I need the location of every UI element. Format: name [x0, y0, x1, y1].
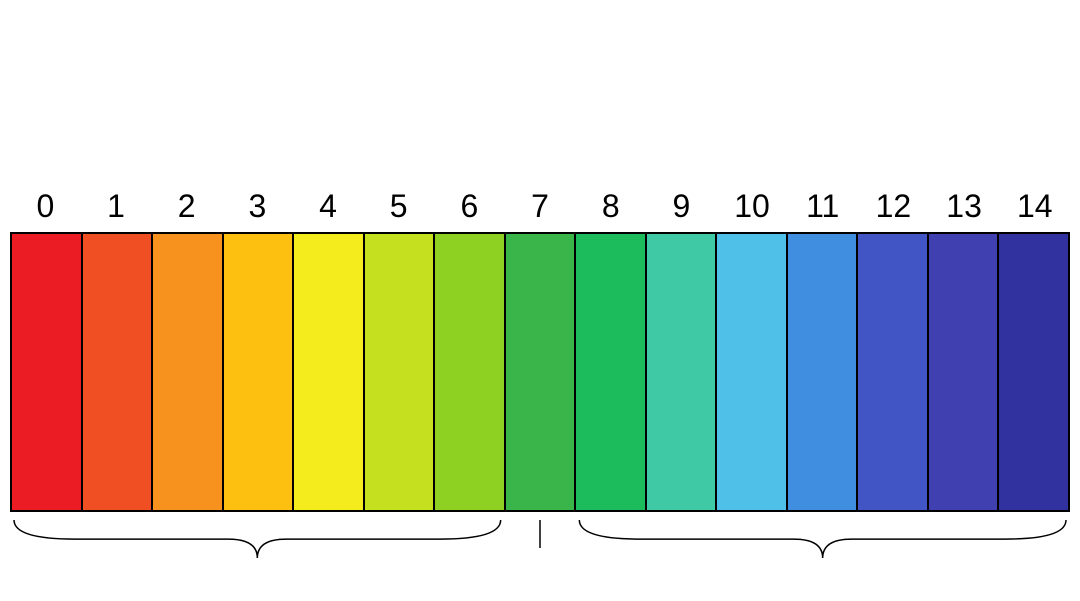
ph-segment — [506, 234, 577, 510]
ph-brackets-row — [10, 516, 1070, 576]
ph-label: 6 — [434, 190, 505, 232]
ph-label: 10 — [717, 190, 788, 232]
ph-label: 7 — [505, 190, 576, 232]
ph-segment — [294, 234, 365, 510]
ph-label: 3 — [222, 190, 293, 232]
ph-label: 12 — [858, 190, 929, 232]
ph-color-bar — [10, 232, 1070, 512]
ph-segment — [365, 234, 436, 510]
ph-label: 13 — [929, 190, 1000, 232]
ph-segment — [717, 234, 788, 510]
ph-segment — [788, 234, 859, 510]
ph-label: 1 — [81, 190, 152, 232]
ph-segment — [153, 234, 224, 510]
ph-segment — [224, 234, 295, 510]
ph-segment — [999, 234, 1070, 510]
ph-scale: 01234567891011121314 — [10, 190, 1070, 576]
ph-segment — [83, 234, 154, 510]
ph-segment — [576, 234, 647, 510]
ph-label: 8 — [575, 190, 646, 232]
ph-labels-row: 01234567891011121314 — [10, 190, 1070, 232]
ph-label: 9 — [646, 190, 717, 232]
ph-segment — [858, 234, 929, 510]
bracket-left — [14, 520, 501, 558]
ph-segment — [12, 234, 83, 510]
ph-segment — [647, 234, 718, 510]
ph-segment — [929, 234, 1000, 510]
ph-label: 11 — [787, 190, 858, 232]
ph-label: 4 — [293, 190, 364, 232]
ph-segment — [435, 234, 506, 510]
ph-label: 0 — [10, 190, 81, 232]
ph-label: 14 — [999, 190, 1070, 232]
ph-label: 5 — [363, 190, 434, 232]
ph-label: 2 — [151, 190, 222, 232]
bracket-right — [579, 520, 1066, 558]
